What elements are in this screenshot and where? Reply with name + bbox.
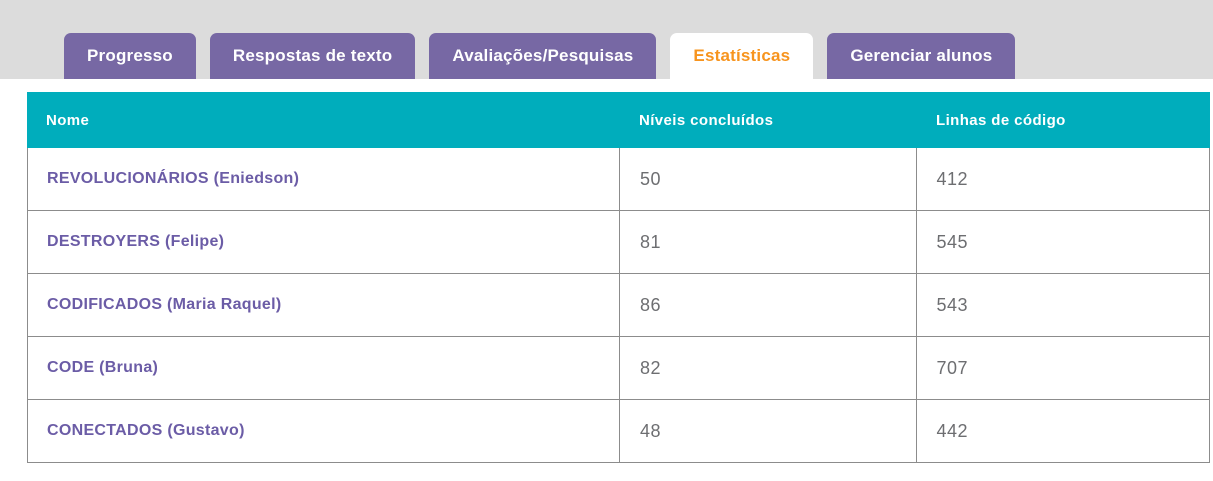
table-row: DESTROYERS (Felipe) 81 545 [28,211,1209,274]
column-header-linhas-de-codigo: Linhas de código [936,111,1066,129]
section-name-link[interactable]: CONECTADOS (Gustavo) [47,422,245,439]
tab-bar: Progresso Respostas de texto Avaliações/… [64,33,1016,79]
table-row: CODE (Bruna) 82 707 [28,337,1209,400]
levels-completed-value: 50 [618,148,916,210]
levels-completed-value: 81 [618,211,916,273]
lines-of-code-value: 707 [915,337,1210,399]
table-row: CODIFICADOS (Maria Raquel) 86 543 [28,274,1209,337]
tab-estatisticas[interactable]: Estatísticas [670,33,814,79]
table-row: CONECTADOS (Gustavo) 48 442 [28,400,1209,463]
table-row: REVOLUCIONÁRIOS (Eniedson) 50 412 [28,148,1209,211]
tab-avaliacoes-pesquisas[interactable]: Avaliações/Pesquisas [429,33,657,79]
table-header-row: Nome Níveis concluídos Linhas de código [27,92,1210,148]
lines-of-code-value: 545 [915,211,1210,273]
statistics-table: Nome Níveis concluídos Linhas de código … [27,92,1210,463]
lines-of-code-value: 412 [915,148,1210,210]
section-name-link[interactable]: DESTROYERS (Felipe) [47,233,225,250]
table-body: REVOLUCIONÁRIOS (Eniedson) 50 412 DESTRO… [27,148,1210,463]
column-header-niveis-concluidos: Níveis concluídos [639,111,774,129]
column-header-nome: Nome [46,111,90,129]
tab-progresso[interactable]: Progresso [64,33,196,79]
levels-completed-value: 82 [618,337,916,399]
tab-gerenciar-alunos[interactable]: Gerenciar alunos [827,33,1016,79]
section-name-link[interactable]: CODE (Bruna) [47,359,159,376]
lines-of-code-value: 442 [915,400,1210,462]
levels-completed-value: 86 [618,274,916,336]
levels-completed-value: 48 [618,400,916,462]
section-name-link[interactable]: CODIFICADOS (Maria Raquel) [47,296,282,313]
lines-of-code-value: 543 [915,274,1210,336]
tab-respostas-de-texto[interactable]: Respostas de texto [209,33,416,79]
section-name-link[interactable]: REVOLUCIONÁRIOS (Eniedson) [47,170,300,187]
